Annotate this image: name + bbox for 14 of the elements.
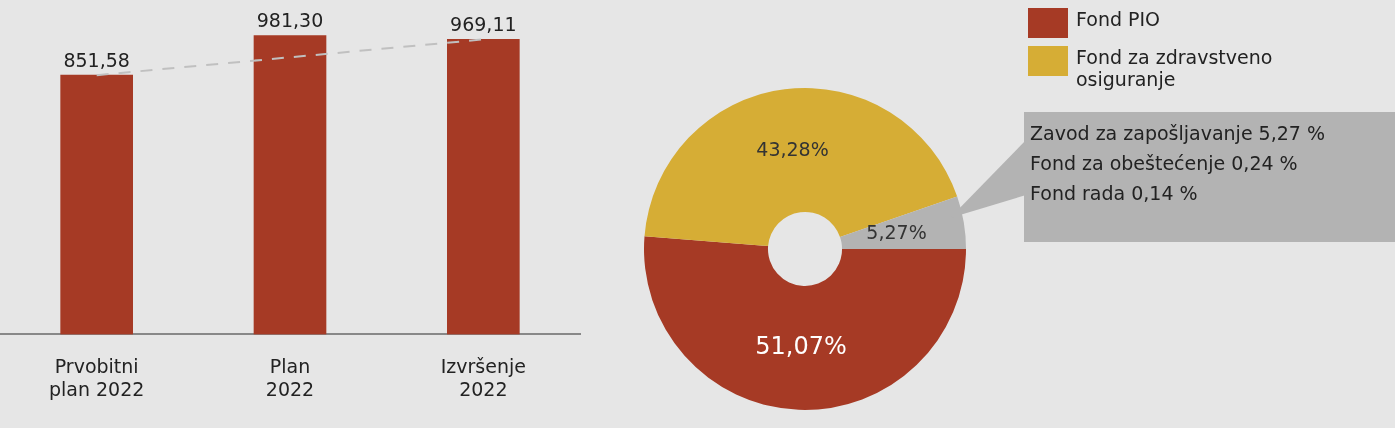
legend-label: Fond za zdravstveno osiguranje: [1076, 46, 1274, 90]
x-tick-label: Prvobitni plan 2022: [48, 354, 145, 400]
data-label: 969,11: [450, 12, 517, 35]
data-label: 43,28%: [756, 137, 829, 160]
text: Zavod za zapošljavanje 5,27 %: [1030, 121, 1327, 146]
data-label: 5,27%: [866, 220, 927, 243]
data-label: 51,07%: [755, 332, 847, 361]
legend-label: Fond PIO: [1076, 8, 1161, 30]
x-tick-label: Plan 2022: [265, 354, 315, 400]
data-label: 981,30: [256, 9, 324, 32]
x-tick-label: Izvršenje 2022: [440, 354, 526, 400]
data-label: 851,58: [63, 48, 130, 71]
text: Fond rada 0,14 %: [1030, 181, 1199, 206]
text: Fond za obeštećenje 0,24 %: [1030, 151, 1299, 176]
